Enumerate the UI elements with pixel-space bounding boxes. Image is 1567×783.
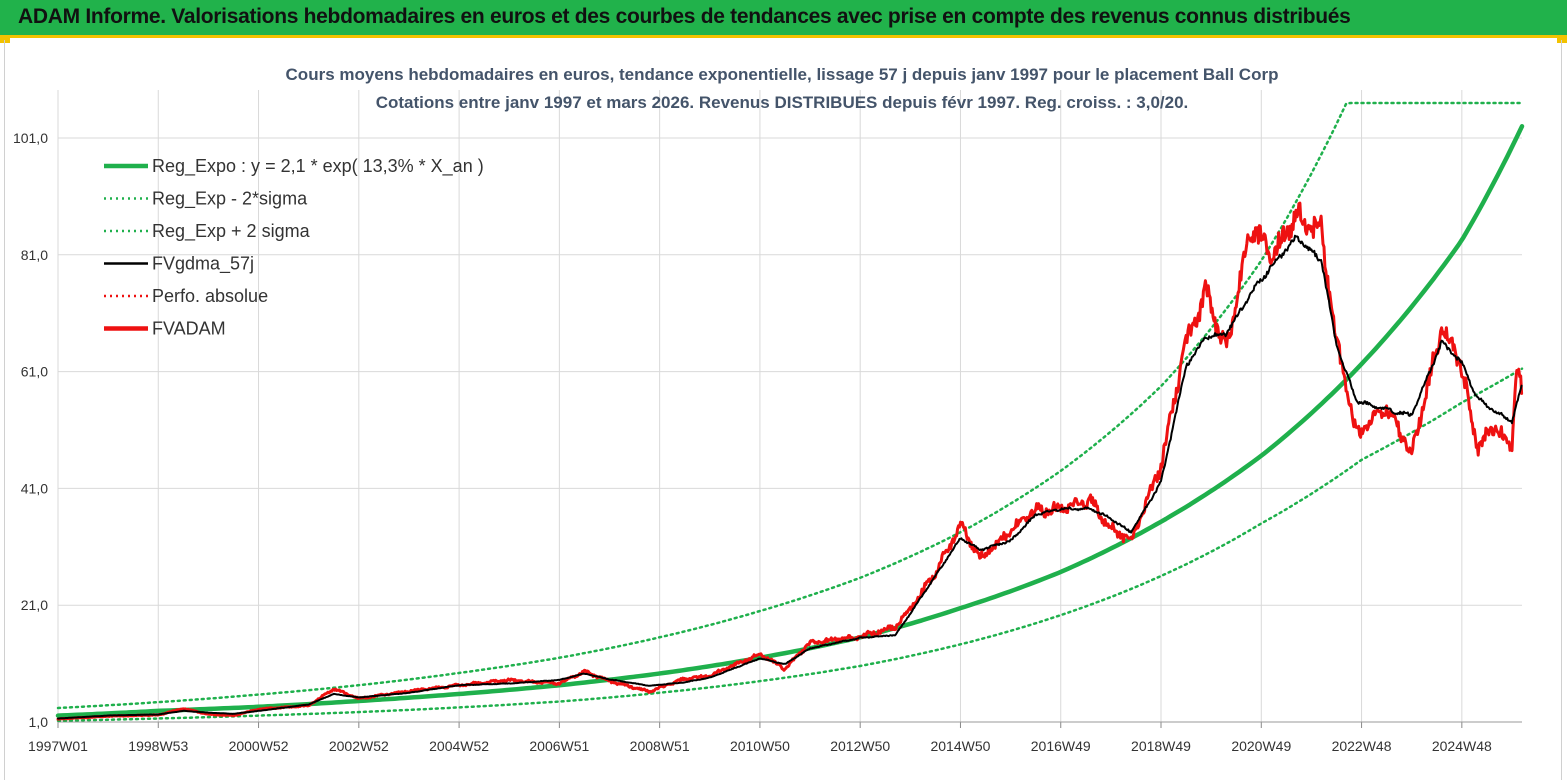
- x-tick-label: 2016W49: [1031, 738, 1091, 754]
- x-tick-label: 2006W51: [529, 738, 589, 754]
- y-tick-label: 61,0: [21, 364, 48, 380]
- legend-entry: FVgdma_57j: [104, 254, 254, 275]
- legend-label: Reg_Exp + 2 sigma: [152, 221, 311, 242]
- grid-layer: [58, 90, 1522, 722]
- x-tick-label: 2024W48: [1432, 738, 1492, 754]
- legend-label: Reg_Expo : y = 2,1 * exp( 13,3% * X_an ): [152, 156, 484, 177]
- chart-title: Cours moyens hebdomadaires en euros, ten…: [286, 65, 1279, 84]
- x-tick-label: 2002W52: [329, 738, 389, 754]
- chart-svg: Cours moyens hebdomadaires en euros, ten…: [0, 0, 1567, 783]
- chart-subtitle: Cotations entre janv 1997 et mars 2026. …: [376, 93, 1189, 112]
- legend-label: Reg_Exp - 2*sigma: [152, 189, 308, 210]
- x-tick-label: 2004W52: [429, 738, 489, 754]
- legend-label: FVADAM: [152, 319, 226, 339]
- x-tick-label: 2008W51: [630, 738, 690, 754]
- legend-entry: Reg_Expo : y = 2,1 * exp( 13,3% * X_an ): [104, 156, 484, 177]
- series-fvgdma-57j: [58, 236, 1522, 719]
- x-tick-label: 2020W49: [1231, 738, 1291, 754]
- legend: Reg_Expo : y = 2,1 * exp( 13,3% * X_an )…: [104, 156, 484, 339]
- legend-entry: FVADAM: [104, 319, 226, 339]
- x-tick-label: 2000W52: [229, 738, 289, 754]
- x-tick-label: 2018W49: [1131, 738, 1191, 754]
- legend-label: Perfo. absolue: [152, 286, 268, 306]
- y-tick-label: 1,0: [29, 714, 49, 730]
- x-tick-label: 2010W50: [730, 738, 790, 754]
- x-tick-label: 2014W50: [930, 738, 990, 754]
- x-tick-label: 1998W53: [128, 738, 188, 754]
- y-tick-label: 41,0: [21, 480, 48, 496]
- x-tick-label: 2012W50: [830, 738, 890, 754]
- legend-entry: Perfo. absolue: [104, 286, 268, 306]
- legend-entry: Reg_Exp - 2*sigma: [104, 189, 308, 210]
- y-tick-label: 101,0: [13, 130, 48, 146]
- series-reg-expo: [58, 126, 1522, 715]
- legend-entry: Reg_Exp + 2 sigma: [104, 221, 311, 242]
- x-tick-label: 1997W01: [28, 738, 88, 754]
- y-tick-label: 81,0: [21, 247, 48, 263]
- y-tick-label: 21,0: [21, 597, 48, 613]
- x-tick-label: 2022W48: [1332, 738, 1392, 754]
- legend-label: FVgdma_57j: [152, 254, 254, 275]
- series-fvadam: [58, 203, 1522, 719]
